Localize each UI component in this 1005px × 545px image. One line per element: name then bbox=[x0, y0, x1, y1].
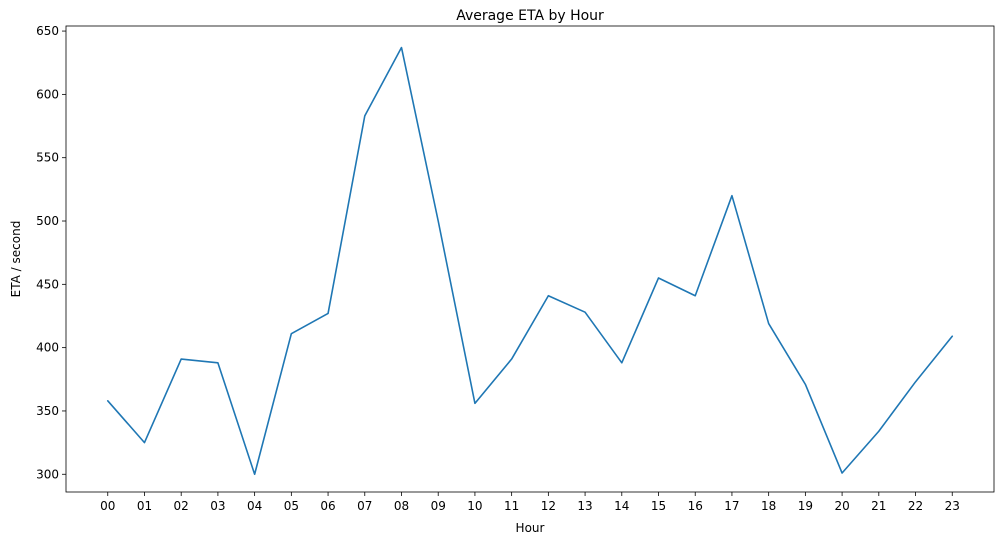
x-tick-label: 02 bbox=[174, 499, 189, 513]
y-tick-label: 650 bbox=[36, 24, 59, 38]
x-tick-label: 11 bbox=[504, 499, 519, 513]
x-tick-label: 22 bbox=[908, 499, 923, 513]
x-tick-label: 15 bbox=[651, 499, 666, 513]
x-tick-label: 13 bbox=[577, 499, 592, 513]
x-tick-label: 16 bbox=[688, 499, 703, 513]
x-tick-label: 17 bbox=[724, 499, 739, 513]
x-tick-label: 00 bbox=[100, 499, 115, 513]
chart-title: Average ETA by Hour bbox=[456, 8, 604, 24]
y-axis-label: ETA / second bbox=[9, 221, 23, 298]
x-tick-label: 01 bbox=[137, 499, 152, 513]
y-tick-label: 300 bbox=[36, 467, 59, 481]
x-tick-label: 07 bbox=[357, 499, 372, 513]
series-layer bbox=[106, 46, 954, 476]
series-line bbox=[106, 46, 954, 476]
x-tick-label: 05 bbox=[284, 499, 299, 513]
x-tick-label: 03 bbox=[210, 499, 225, 513]
y-tick-label: 450 bbox=[36, 277, 59, 291]
y-tick-label: 350 bbox=[36, 404, 59, 418]
x-tick-label: 10 bbox=[467, 499, 482, 513]
x-tick-label: 09 bbox=[431, 499, 446, 513]
x-tick-label: 18 bbox=[761, 499, 776, 513]
plot-area-frame bbox=[65, 25, 995, 493]
y-tick-label: 500 bbox=[36, 214, 59, 228]
y-tick-label: 400 bbox=[36, 341, 59, 355]
y-tick-label: 600 bbox=[36, 87, 59, 101]
y-axis: 300 350 400 450 500 550 600 650 bbox=[36, 24, 66, 481]
x-tick-label: 08 bbox=[394, 499, 409, 513]
x-tick-label: 04 bbox=[247, 499, 262, 513]
y-tick-label: 550 bbox=[36, 151, 59, 165]
x-tick-label: 19 bbox=[798, 499, 813, 513]
x-axis: 00 01 02 03 04 05 06 07 08 09 10 11 12 13 14 15 16 17 18 19… bbox=[100, 492, 960, 513]
x-axis-label: Hour bbox=[516, 521, 545, 535]
x-tick-label: 12 bbox=[541, 499, 556, 513]
x-tick-label: 06 bbox=[320, 499, 335, 513]
x-tick-label: 20 bbox=[834, 499, 849, 513]
x-tick-label: 23 bbox=[945, 499, 960, 513]
x-tick-label: 14 bbox=[614, 499, 629, 513]
x-tick-label: 21 bbox=[871, 499, 886, 513]
